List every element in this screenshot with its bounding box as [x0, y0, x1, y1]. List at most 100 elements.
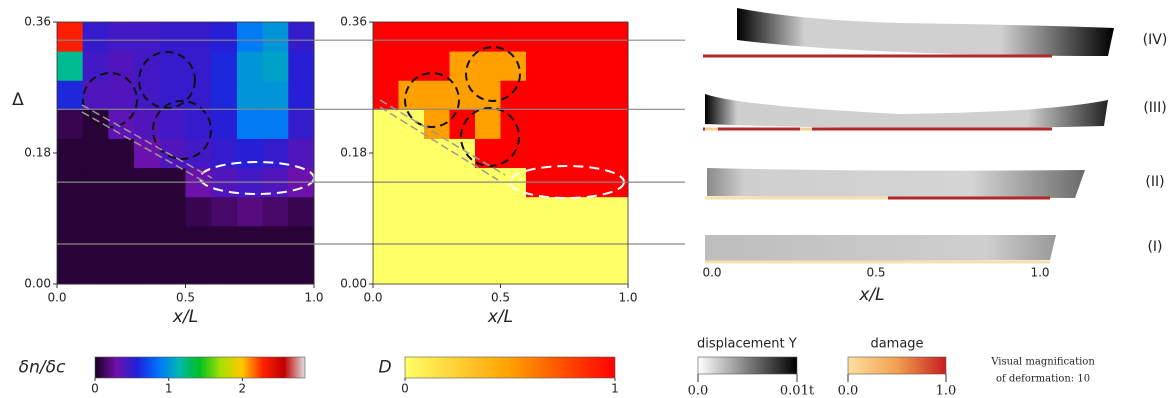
case-label: (III) — [1143, 100, 1166, 116]
heatmap-cell — [160, 80, 186, 110]
x-tick-label: 0.0 — [47, 291, 66, 305]
heatmap-cell — [263, 51, 289, 81]
x-tick-label: 1.0 — [1030, 266, 1049, 280]
heatmap-cell — [263, 22, 289, 52]
heatmap-cell — [57, 80, 83, 110]
heatmap-cell — [373, 51, 399, 81]
heatmap-cell — [424, 226, 450, 256]
heatmap-cell — [288, 197, 314, 227]
heatmap-cell — [603, 22, 629, 52]
heatmap-cell — [373, 226, 399, 256]
heatmap-cell — [57, 255, 83, 285]
x-axis-label: x/L — [172, 307, 198, 327]
heatmap-cell — [526, 51, 552, 81]
heatmap-cell — [552, 226, 578, 256]
heatmap-cell — [450, 226, 476, 256]
heatmap-cell — [577, 197, 603, 227]
colorbar-label: damage — [870, 337, 923, 352]
heatmap-cell — [501, 80, 527, 110]
heatmap-cell — [399, 197, 425, 227]
heatmap-cell — [83, 226, 109, 256]
heatmap-cell — [83, 51, 109, 81]
heatmap-cell — [501, 226, 527, 256]
heatmap-cell — [57, 226, 83, 256]
heatmap-cell — [475, 226, 501, 256]
heatmap-cell — [424, 22, 450, 52]
heatmap-cell — [603, 255, 629, 285]
heatmap-cell — [475, 197, 501, 227]
x-tick-label: 0.5 — [176, 291, 195, 305]
heatmap-cell — [424, 197, 450, 227]
heatmap-cell — [603, 226, 629, 256]
colorbar-label: δn/δc — [19, 358, 66, 378]
heatmap-cell — [288, 80, 314, 110]
heatmap-cell — [160, 226, 186, 256]
heatmap-cell — [526, 226, 552, 256]
beams — [703, 8, 1114, 262]
heatmap-cell — [526, 22, 552, 52]
heatmap-cell — [577, 138, 603, 168]
heatmap-cell — [186, 22, 212, 52]
heatmap-cell — [237, 226, 263, 256]
heatmap-cell — [552, 197, 578, 227]
heatmap-cell — [57, 51, 83, 81]
heatmap-cell — [186, 80, 212, 110]
heatmap-cell — [108, 22, 134, 52]
heatmap-cell — [288, 138, 314, 168]
heatmap-cell — [424, 255, 450, 285]
x-tick-label: 0.0 — [363, 291, 382, 305]
x-axis-label: x/L — [487, 307, 513, 327]
heatmap-cell — [603, 138, 629, 168]
colorbar-label: D — [378, 358, 391, 378]
heatmap-cell — [57, 109, 83, 139]
heatmap-cell — [134, 22, 160, 52]
heatmap-cell — [211, 226, 237, 256]
colorbar — [848, 357, 946, 374]
heatmap-cell — [160, 138, 186, 168]
heatmap-cell — [186, 255, 212, 285]
colorbar-tick-label: 0.0 — [688, 384, 709, 398]
heatmap-cell — [501, 197, 527, 227]
case-label: (I) — [1147, 239, 1162, 255]
heatmap-cell — [211, 51, 237, 81]
heatmap-cell — [373, 138, 399, 168]
heatmap-cell — [134, 255, 160, 285]
x-tick-label: 0.0 — [702, 266, 721, 280]
heatmap-cell — [237, 22, 263, 52]
heatmap-cell — [83, 80, 109, 110]
heatmap-cell — [211, 255, 237, 285]
heatmap-cell — [399, 226, 425, 256]
heatmap-cell — [288, 51, 314, 81]
heatmap-cell — [288, 109, 314, 139]
y-tick-label: 0.18 — [340, 146, 367, 160]
x-tick-label: 0.5 — [866, 266, 885, 280]
heatmap-cell — [450, 197, 476, 227]
heatmap-cell — [160, 197, 186, 227]
x-axis-label: x/L — [858, 285, 884, 305]
colorbar-tick-label: 0 — [91, 382, 99, 396]
heatmap-cell — [211, 197, 237, 227]
colorbar-tick-label: 1.0 — [936, 384, 957, 398]
heatmap-cell — [450, 80, 476, 110]
heatmap-cell — [186, 226, 212, 256]
heatmap-cell — [552, 109, 578, 139]
heatmap-cell — [134, 51, 160, 81]
heatmap-cell — [552, 138, 578, 168]
figure: 0.00.51.00.000.180.36x/LΔδn/δc0120.00.51… — [0, 0, 1174, 398]
heatmap-cell — [526, 109, 552, 139]
heatmap-cell — [399, 22, 425, 52]
colorbar — [698, 357, 797, 374]
heatmap-cell — [288, 22, 314, 52]
heatmap-cell — [160, 109, 186, 139]
heatmap-cell — [552, 255, 578, 285]
heatmap-cell — [424, 51, 450, 81]
heatmap-cell — [475, 109, 501, 139]
colorbar — [95, 357, 305, 378]
heatmap-cell — [211, 80, 237, 110]
y-tick-label: 0.36 — [24, 15, 51, 29]
heatmap-cell — [577, 255, 603, 285]
heatmap-cell — [526, 197, 552, 227]
heatmap-cell — [373, 109, 399, 139]
x-tick-label: 1.0 — [618, 291, 637, 305]
heatmap-cell — [577, 51, 603, 81]
